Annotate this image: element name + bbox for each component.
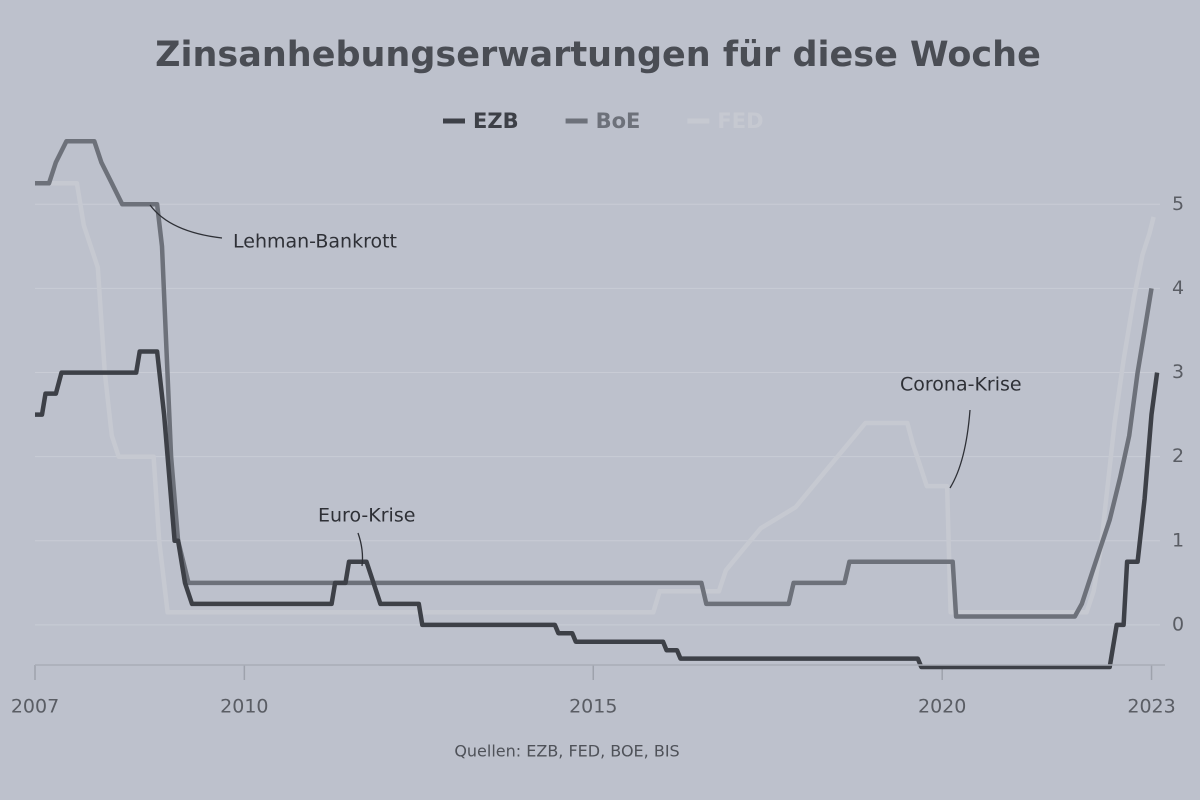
y-tick-label: 4 [1172, 277, 1184, 299]
annotation: Corona-Krise [900, 374, 1022, 396]
source: Quellen: EZB, FED, BOE, BIS [454, 742, 679, 761]
series-line [35, 349, 1160, 670]
leader-line [357, 532, 364, 567]
legend-label: FED [717, 109, 763, 133]
y-tick-label: 5 [1172, 193, 1184, 215]
x-tick-label: 2010 [220, 696, 268, 718]
legend-label: EZB [473, 109, 519, 133]
series-line [35, 138, 1154, 619]
x-tick-label: 2023 [1127, 696, 1175, 718]
x-tick-label: 2007 [11, 696, 59, 718]
x-tick-label: 2020 [918, 696, 966, 718]
series-line [35, 181, 1156, 615]
grid: 0 1 2 3 4 5 2007 2010 2015 2020 2023 [11, 193, 1184, 718]
y-tick-label: 0 [1172, 613, 1184, 635]
legend-label: BoE [596, 109, 641, 133]
plot-lines [35, 138, 1160, 670]
leader-line [949, 409, 971, 489]
legend: EZB BoE FED [443, 109, 764, 133]
leader-line [149, 204, 223, 239]
annotation: Euro-Krise [318, 505, 415, 527]
annotation: Lehman-Bankrott [233, 231, 397, 253]
y-tick-label: 2 [1172, 445, 1184, 467]
y-tick-label: 1 [1172, 529, 1184, 551]
x-tick-label: 2015 [569, 696, 617, 718]
y-tick-label: 3 [1172, 361, 1184, 383]
chart-title: Zinsanhebungserwartungen für diese Woche [155, 35, 1041, 75]
